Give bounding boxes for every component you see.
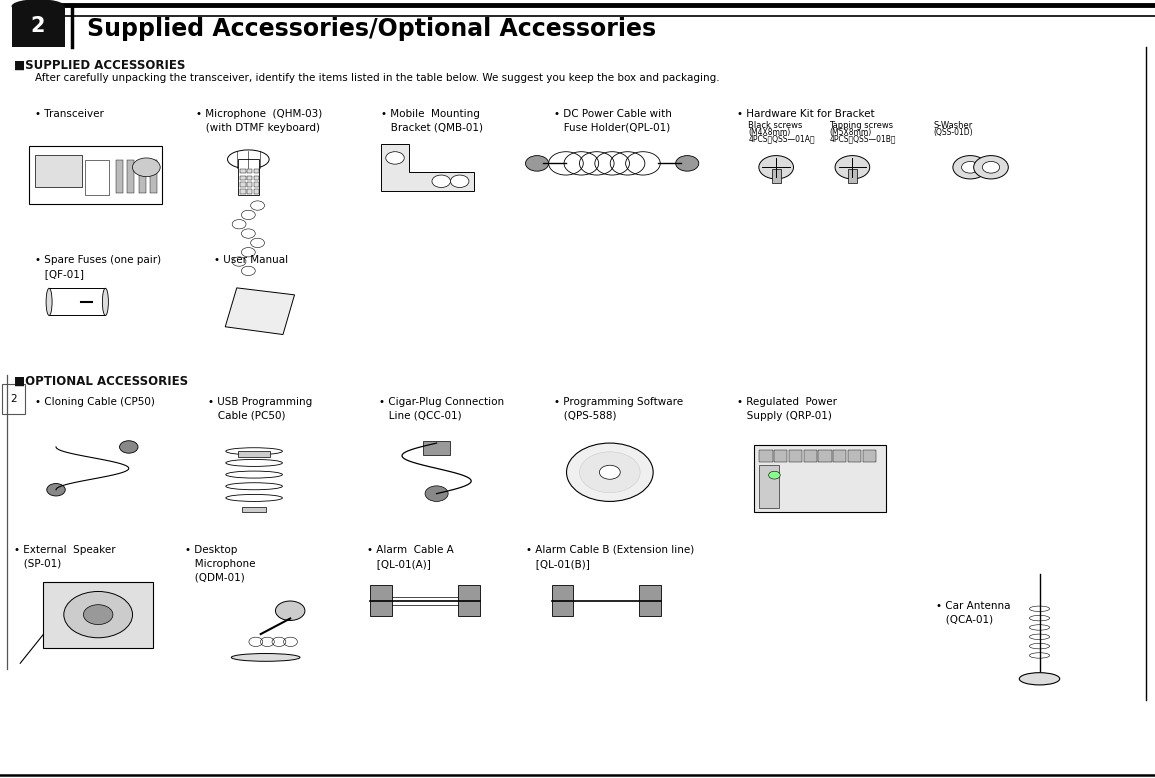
Bar bbox=[12, 6, 65, 47]
Bar bbox=[789, 450, 803, 462]
Bar bbox=[240, 189, 246, 194]
Bar bbox=[44, 582, 152, 647]
Bar bbox=[85, 160, 109, 195]
Circle shape bbox=[676, 156, 699, 171]
Bar bbox=[49, 289, 105, 316]
Bar bbox=[254, 189, 260, 194]
Ellipse shape bbox=[46, 289, 52, 316]
Bar bbox=[640, 585, 662, 616]
Circle shape bbox=[120, 440, 139, 453]
Text: • Spare Fuses (one pair)
   [QF-01]: • Spare Fuses (one pair) [QF-01] bbox=[35, 255, 161, 279]
Text: Tapping screws: Tapping screws bbox=[829, 121, 894, 130]
Bar bbox=[760, 450, 773, 462]
Text: After carefully unpacking the transceiver, identify the items listed in the tabl: After carefully unpacking the transceive… bbox=[35, 73, 720, 83]
Ellipse shape bbox=[1020, 673, 1060, 685]
Bar bbox=[247, 189, 253, 194]
Text: • Mobile  Mounting
   Bracket (QMB-01): • Mobile Mounting Bracket (QMB-01) bbox=[381, 109, 483, 133]
Text: • Programming Software
   (QPS-588): • Programming Software (QPS-588) bbox=[554, 397, 684, 421]
Circle shape bbox=[599, 465, 620, 479]
Bar bbox=[238, 159, 259, 195]
Text: (QSS-01D): (QSS-01D) bbox=[933, 128, 973, 137]
Circle shape bbox=[835, 156, 870, 179]
Circle shape bbox=[769, 471, 781, 479]
Ellipse shape bbox=[276, 601, 305, 621]
Text: S-Washer: S-Washer bbox=[933, 121, 973, 130]
Text: • Alarm Cable B (Extension line)
   [QL-01(B)]: • Alarm Cable B (Extension line) [QL-01(… bbox=[526, 545, 694, 569]
Circle shape bbox=[425, 485, 448, 501]
Circle shape bbox=[64, 591, 133, 638]
Circle shape bbox=[974, 156, 1008, 179]
Bar bbox=[848, 169, 857, 183]
Text: • Desktop
   Microphone
   (QDM-01): • Desktop Microphone (QDM-01) bbox=[185, 545, 255, 583]
Bar bbox=[150, 160, 157, 192]
Bar bbox=[370, 585, 393, 616]
Bar bbox=[254, 176, 260, 180]
Text: • External  Speaker
   (SP-01): • External Speaker (SP-01) bbox=[14, 545, 116, 569]
Text: 2: 2 bbox=[10, 394, 17, 404]
Bar bbox=[254, 183, 260, 187]
Circle shape bbox=[759, 156, 793, 179]
Bar bbox=[247, 176, 253, 180]
Text: • Cloning Cable (CP50): • Cloning Cable (CP50) bbox=[35, 397, 155, 407]
Bar bbox=[863, 450, 875, 462]
Text: • Microphone  (QHM-03)
   (with DTMF keyboard): • Microphone (QHM-03) (with DTMF keyboar… bbox=[196, 109, 322, 133]
Polygon shape bbox=[381, 144, 474, 191]
Bar bbox=[127, 160, 134, 192]
Text: 4PCS（QSS—01A）: 4PCS（QSS—01A） bbox=[748, 135, 815, 144]
Bar bbox=[774, 450, 788, 462]
Circle shape bbox=[432, 175, 450, 187]
Text: • Alarm  Cable A
   [QL-01(A)]: • Alarm Cable A [QL-01(A)] bbox=[367, 545, 454, 569]
Ellipse shape bbox=[103, 289, 109, 316]
Bar bbox=[240, 176, 246, 180]
Bar bbox=[139, 160, 146, 192]
Text: • DC Power Cable with
   Fuse Holder(QPL-01): • DC Power Cable with Fuse Holder(QPL-01… bbox=[554, 109, 672, 133]
Text: • USB Programming
   Cable (PC50): • USB Programming Cable (PC50) bbox=[208, 397, 312, 421]
Bar bbox=[2, 384, 25, 414]
Text: Black screws: Black screws bbox=[748, 121, 803, 130]
Bar bbox=[247, 183, 253, 187]
Bar bbox=[423, 440, 450, 454]
Bar bbox=[819, 450, 832, 462]
Text: • Hardware Kit for Bracket: • Hardware Kit for Bracket bbox=[737, 109, 874, 119]
Bar bbox=[457, 585, 480, 616]
Ellipse shape bbox=[12, 0, 65, 13]
Text: ■SUPPLIED ACCESSORIES: ■SUPPLIED ACCESSORIES bbox=[14, 59, 185, 72]
Ellipse shape bbox=[231, 654, 300, 661]
Text: • Cigar-Plug Connection
   Line (QCC-01): • Cigar-Plug Connection Line (QCC-01) bbox=[379, 397, 504, 421]
Circle shape bbox=[982, 162, 1000, 173]
Circle shape bbox=[83, 605, 113, 625]
Text: (M4X8mm): (M4X8mm) bbox=[748, 128, 791, 137]
Text: (M5X8mm): (M5X8mm) bbox=[829, 128, 872, 137]
Circle shape bbox=[46, 483, 65, 496]
Text: • Transceiver: • Transceiver bbox=[35, 109, 104, 119]
Circle shape bbox=[450, 175, 469, 187]
Bar bbox=[240, 169, 246, 173]
Bar bbox=[833, 450, 847, 462]
Polygon shape bbox=[225, 288, 295, 335]
Circle shape bbox=[961, 162, 978, 173]
Text: 4PCS（QSS—01B）: 4PCS（QSS—01B） bbox=[829, 135, 896, 144]
Bar bbox=[247, 169, 253, 173]
Circle shape bbox=[953, 156, 988, 179]
Text: 2: 2 bbox=[31, 16, 45, 37]
Bar bbox=[753, 445, 886, 512]
Bar bbox=[760, 464, 780, 508]
Ellipse shape bbox=[228, 150, 269, 169]
Circle shape bbox=[599, 465, 620, 479]
Text: • Car Antenna
   (QCA-01): • Car Antenna (QCA-01) bbox=[936, 601, 1011, 625]
Bar bbox=[116, 160, 122, 192]
Text: Supplied Accessories/Optional Accessories: Supplied Accessories/Optional Accessorie… bbox=[87, 17, 656, 40]
Circle shape bbox=[580, 452, 640, 492]
Bar bbox=[552, 585, 574, 616]
Text: • Regulated  Power
   Supply (QRP-01): • Regulated Power Supply (QRP-01) bbox=[737, 397, 837, 421]
Circle shape bbox=[526, 156, 549, 171]
Bar bbox=[254, 169, 260, 173]
Circle shape bbox=[386, 152, 404, 164]
Bar bbox=[36, 155, 82, 187]
Text: ■OPTIONAL ACCESSORIES: ■OPTIONAL ACCESSORIES bbox=[14, 375, 188, 388]
Bar bbox=[772, 169, 781, 183]
Bar bbox=[30, 146, 162, 204]
Bar bbox=[243, 507, 266, 512]
Bar bbox=[240, 183, 246, 187]
Bar bbox=[804, 450, 817, 462]
